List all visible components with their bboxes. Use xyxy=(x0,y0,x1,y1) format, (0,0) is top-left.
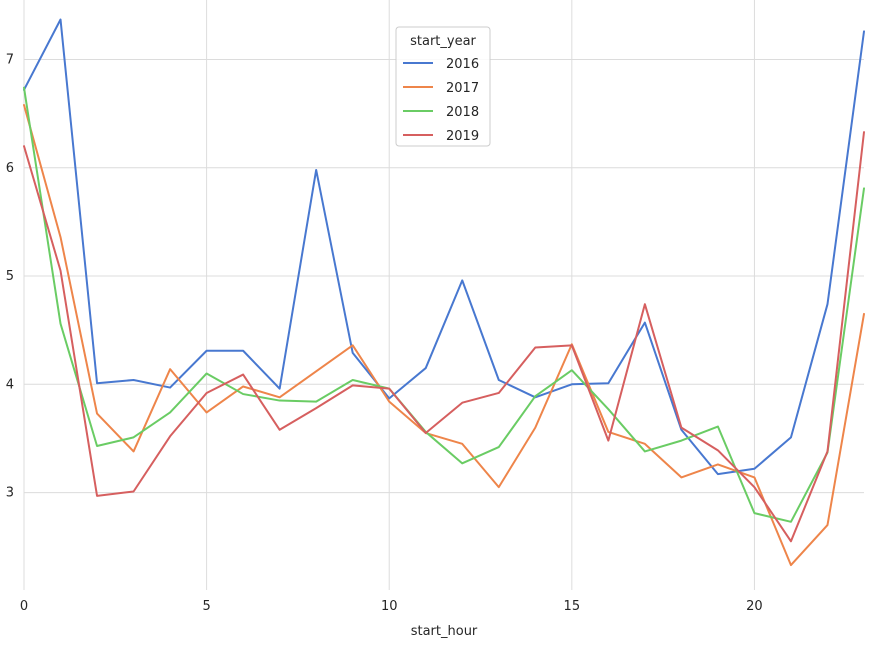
series-line-2019 xyxy=(23,131,865,543)
y-tick-label: 7 xyxy=(6,53,14,68)
y-tick-label: 5 xyxy=(6,269,14,284)
x-gridlines xyxy=(23,0,755,590)
y-tick-label: 3 xyxy=(6,486,14,501)
x-tick-label: 0 xyxy=(20,599,28,614)
legend-label-2018: 2018 xyxy=(446,105,479,120)
legend-label-2017: 2017 xyxy=(446,81,479,96)
x-axis-label: start_hour xyxy=(411,624,478,639)
legend-entries: 2016 2017 2018 2019 xyxy=(403,57,479,144)
y-tick-label: 6 xyxy=(6,161,14,176)
x-tick-label: 10 xyxy=(381,599,398,614)
legend-label-2019: 2019 xyxy=(446,129,479,144)
y-tick-label: 4 xyxy=(6,377,14,392)
series-line-2017 xyxy=(23,104,865,567)
legend-frame xyxy=(395,26,491,147)
legend: start_year 2016 2017 2018 2019 xyxy=(395,26,491,147)
x-tick-label: 15 xyxy=(564,599,581,614)
y-tick-labels: 3 4 5 6 7 xyxy=(6,53,14,501)
x-tick-label: 5 xyxy=(202,599,210,614)
series-line-2018 xyxy=(23,86,865,523)
legend-title: start_year xyxy=(410,34,476,49)
series-line-2016 xyxy=(23,18,865,476)
series-layer xyxy=(23,18,865,567)
x-tick-label: 20 xyxy=(746,599,763,614)
legend-label-2016: 2016 xyxy=(446,57,479,72)
x-tick-labels: 0 5 10 15 20 xyxy=(20,599,763,614)
